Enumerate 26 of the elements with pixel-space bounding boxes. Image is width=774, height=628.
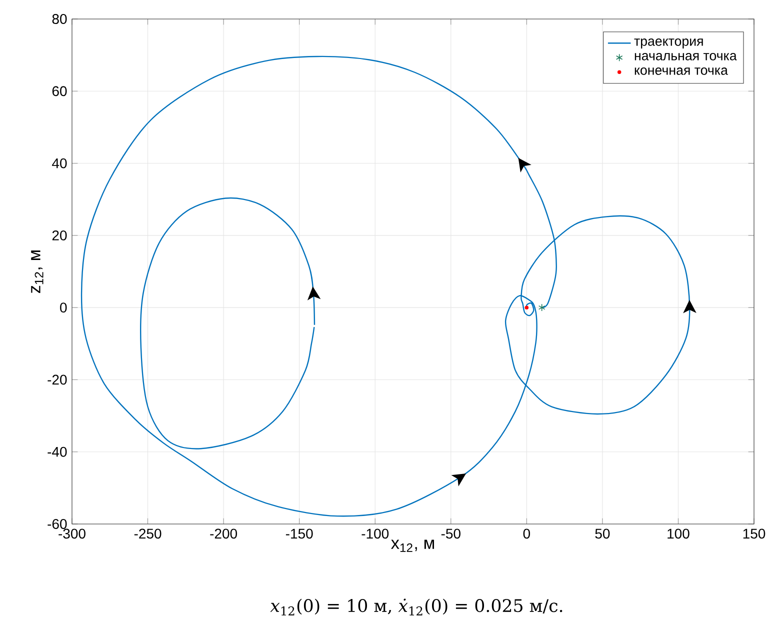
x-tick-label: -200 — [210, 528, 238, 539]
legend-label: конечная точка — [634, 68, 728, 75]
y-tick-label: 80 — [52, 14, 67, 24]
y-tick-label: -60 — [48, 519, 67, 529]
y-tick-label: 0 — [60, 302, 67, 313]
x-tick-label: -250 — [134, 528, 162, 539]
text: x$_{12}$(0) = 10 м, ẋ$_{12}$(0) = 0.025 м/с. — [270, 598, 562, 616]
x-axis-title: x$_{12}$, м — [391, 540, 434, 552]
x-tick-label: -300 — [58, 528, 86, 539]
y-tick-label: 40 — [52, 158, 67, 168]
x-tick-label: -50 — [441, 528, 460, 539]
point — [538, 304, 546, 312]
y-tick-label: 20 — [52, 230, 67, 240]
x-tick-label: -100 — [362, 528, 389, 539]
x-tick-label: 100 — [668, 528, 690, 539]
y-axis-title: z$_{12}$, м — [31, 250, 44, 293]
y-tick-label: -20 — [48, 374, 67, 385]
x-tick-label: 150 — [743, 528, 766, 539]
y-tick-label: -40 — [48, 446, 67, 457]
y-tick-label: 60 — [52, 86, 67, 96]
x-tick-label: 50 — [595, 528, 610, 539]
x-tick-label: 0 — [523, 528, 530, 539]
legend-label: начальная точка — [634, 53, 737, 60]
legend-label: траектория — [634, 38, 703, 48]
x-tick-label: -150 — [286, 528, 313, 539]
point — [524, 306, 529, 310]
